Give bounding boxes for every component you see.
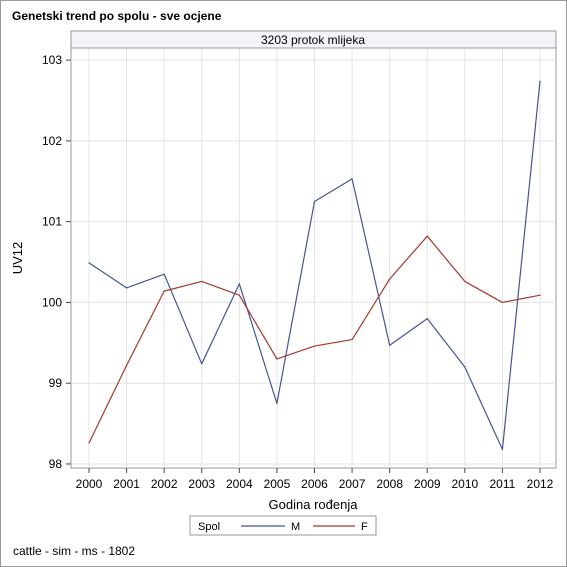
data-point-m (276, 402, 278, 404)
y-tick-label: 101 (42, 215, 62, 229)
data-point-f (163, 290, 165, 292)
y-tick-label: 98 (49, 457, 63, 471)
chart-title: Genetski trend po spolu - sve ocjene (12, 9, 222, 23)
x-tick-label: 2007 (339, 477, 366, 491)
footer-note: cattle - sim - ms - 1802 (13, 544, 136, 558)
x-tick-label: 2010 (451, 477, 478, 491)
x-tick-label: 2005 (264, 477, 291, 491)
data-point-m (539, 80, 541, 82)
data-point-f (501, 301, 504, 304)
data-point-f (539, 294, 541, 296)
x-tick-label: 2009 (414, 477, 441, 491)
data-point-m (238, 283, 240, 285)
data-point-m (201, 363, 203, 365)
data-point-f (313, 345, 316, 347)
plot-area (70, 47, 557, 469)
data-point-m (426, 317, 428, 320)
data-point-m (125, 287, 128, 289)
data-point-m (163, 273, 165, 275)
y-tick-label: 102 (42, 134, 62, 148)
x-tick-label: 2001 (113, 477, 140, 491)
data-point-m (88, 262, 90, 264)
x-tick-label: 2000 (76, 477, 103, 491)
legend-label-m: M (291, 521, 300, 533)
x-tick-label: 2004 (226, 477, 253, 491)
x-tick-label: 2006 (301, 477, 328, 491)
y-tick-label: 103 (42, 53, 62, 67)
panel-label: 3203 protok mlijeka (261, 33, 365, 47)
data-point-f (464, 280, 466, 283)
legend-title: Spol (198, 521, 220, 533)
grid-lines (71, 49, 556, 468)
data-point-f (351, 338, 353, 341)
y-axis-label: UV12 (10, 242, 25, 275)
x-tick-label: 2011 (490, 477, 516, 491)
legend-label-f: F (361, 521, 368, 533)
x-tick-label: 2002 (151, 477, 178, 491)
legend: Spol M F (189, 515, 377, 536)
x-tick-label: 2012 (527, 477, 554, 491)
y-axis: 98 99 100 101 102 103 (42, 53, 71, 471)
x-tick-label: 2008 (376, 477, 403, 491)
data-point-m (464, 366, 466, 368)
data-point-m (351, 178, 353, 180)
data-point-f (125, 364, 128, 367)
data-point-f (389, 278, 391, 280)
data-point-m (501, 448, 504, 451)
data-point-f (238, 294, 240, 296)
y-tick-label: 100 (42, 295, 62, 309)
x-axis-label: Godina rođenja (269, 497, 359, 512)
y-tick-label: 99 (49, 376, 63, 390)
series-lines (88, 80, 541, 451)
data-point-m (389, 344, 391, 346)
data-point-f (88, 442, 90, 444)
data-point-f (201, 280, 203, 283)
data-point-f (426, 235, 428, 237)
x-axis: 2000 2001 2002 2003 2004 2005 2006 2007 2008 2009… (76, 468, 554, 491)
data-point-f (276, 358, 278, 360)
x-tick-label: 2003 (188, 477, 215, 491)
data-point-m (313, 200, 316, 203)
